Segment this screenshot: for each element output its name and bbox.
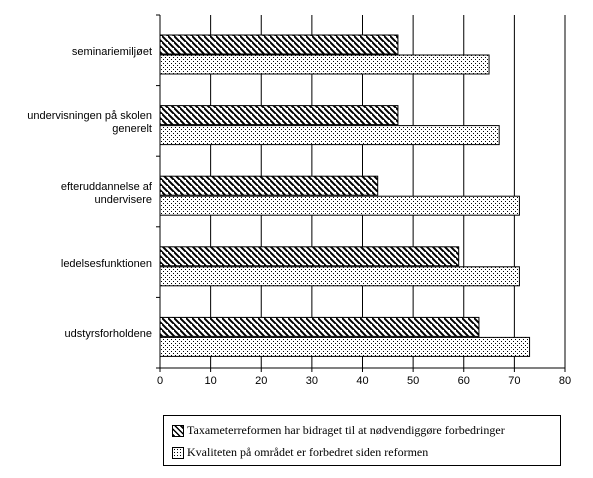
- legend-item: Kvaliteten på området er forbedret siden…: [172, 445, 428, 460]
- y-tick-label: udstyrsforholdene: [64, 328, 152, 341]
- x-tick-label: 70: [508, 375, 520, 387]
- legend-label: Kvaliteten på området er forbedret siden…: [187, 445, 429, 459]
- bar: [159, 105, 399, 126]
- legend-swatch: [172, 446, 184, 459]
- x-tick-label: 30: [306, 375, 318, 387]
- legend-swatch: [172, 424, 184, 437]
- x-tick-label: 20: [255, 375, 267, 387]
- y-tick-label: ledelsesfunktionen: [60, 257, 152, 270]
- x-tick-label: 60: [458, 375, 470, 387]
- bar: [159, 175, 379, 196]
- bar: [159, 195, 520, 216]
- bar: [159, 336, 531, 357]
- bar: [159, 54, 490, 75]
- legend-item: Taxameterreformen har bidraget til at nø…: [172, 423, 505, 438]
- x-tick-label: 10: [205, 375, 217, 387]
- bar: [159, 246, 460, 267]
- y-tick-label: seminariemiljøet: [71, 45, 152, 58]
- legend-label: Taxameterreformen har bidraget til at nø…: [187, 423, 505, 437]
- y-tick-label: undervisningen på skolen generelt: [27, 109, 152, 135]
- bar: [159, 34, 399, 55]
- x-tick-label: 40: [356, 375, 368, 387]
- x-tick-label: 0: [157, 375, 163, 387]
- y-tick-label: efteruddannelse af undervisere: [60, 180, 152, 206]
- bar: [159, 125, 500, 146]
- bar: [159, 316, 480, 337]
- x-tick-label: 50: [407, 375, 419, 387]
- legend: Taxameterreformen har bidraget til at nø…: [163, 415, 561, 466]
- bar: [159, 266, 520, 287]
- x-tick-label: 80: [559, 375, 571, 387]
